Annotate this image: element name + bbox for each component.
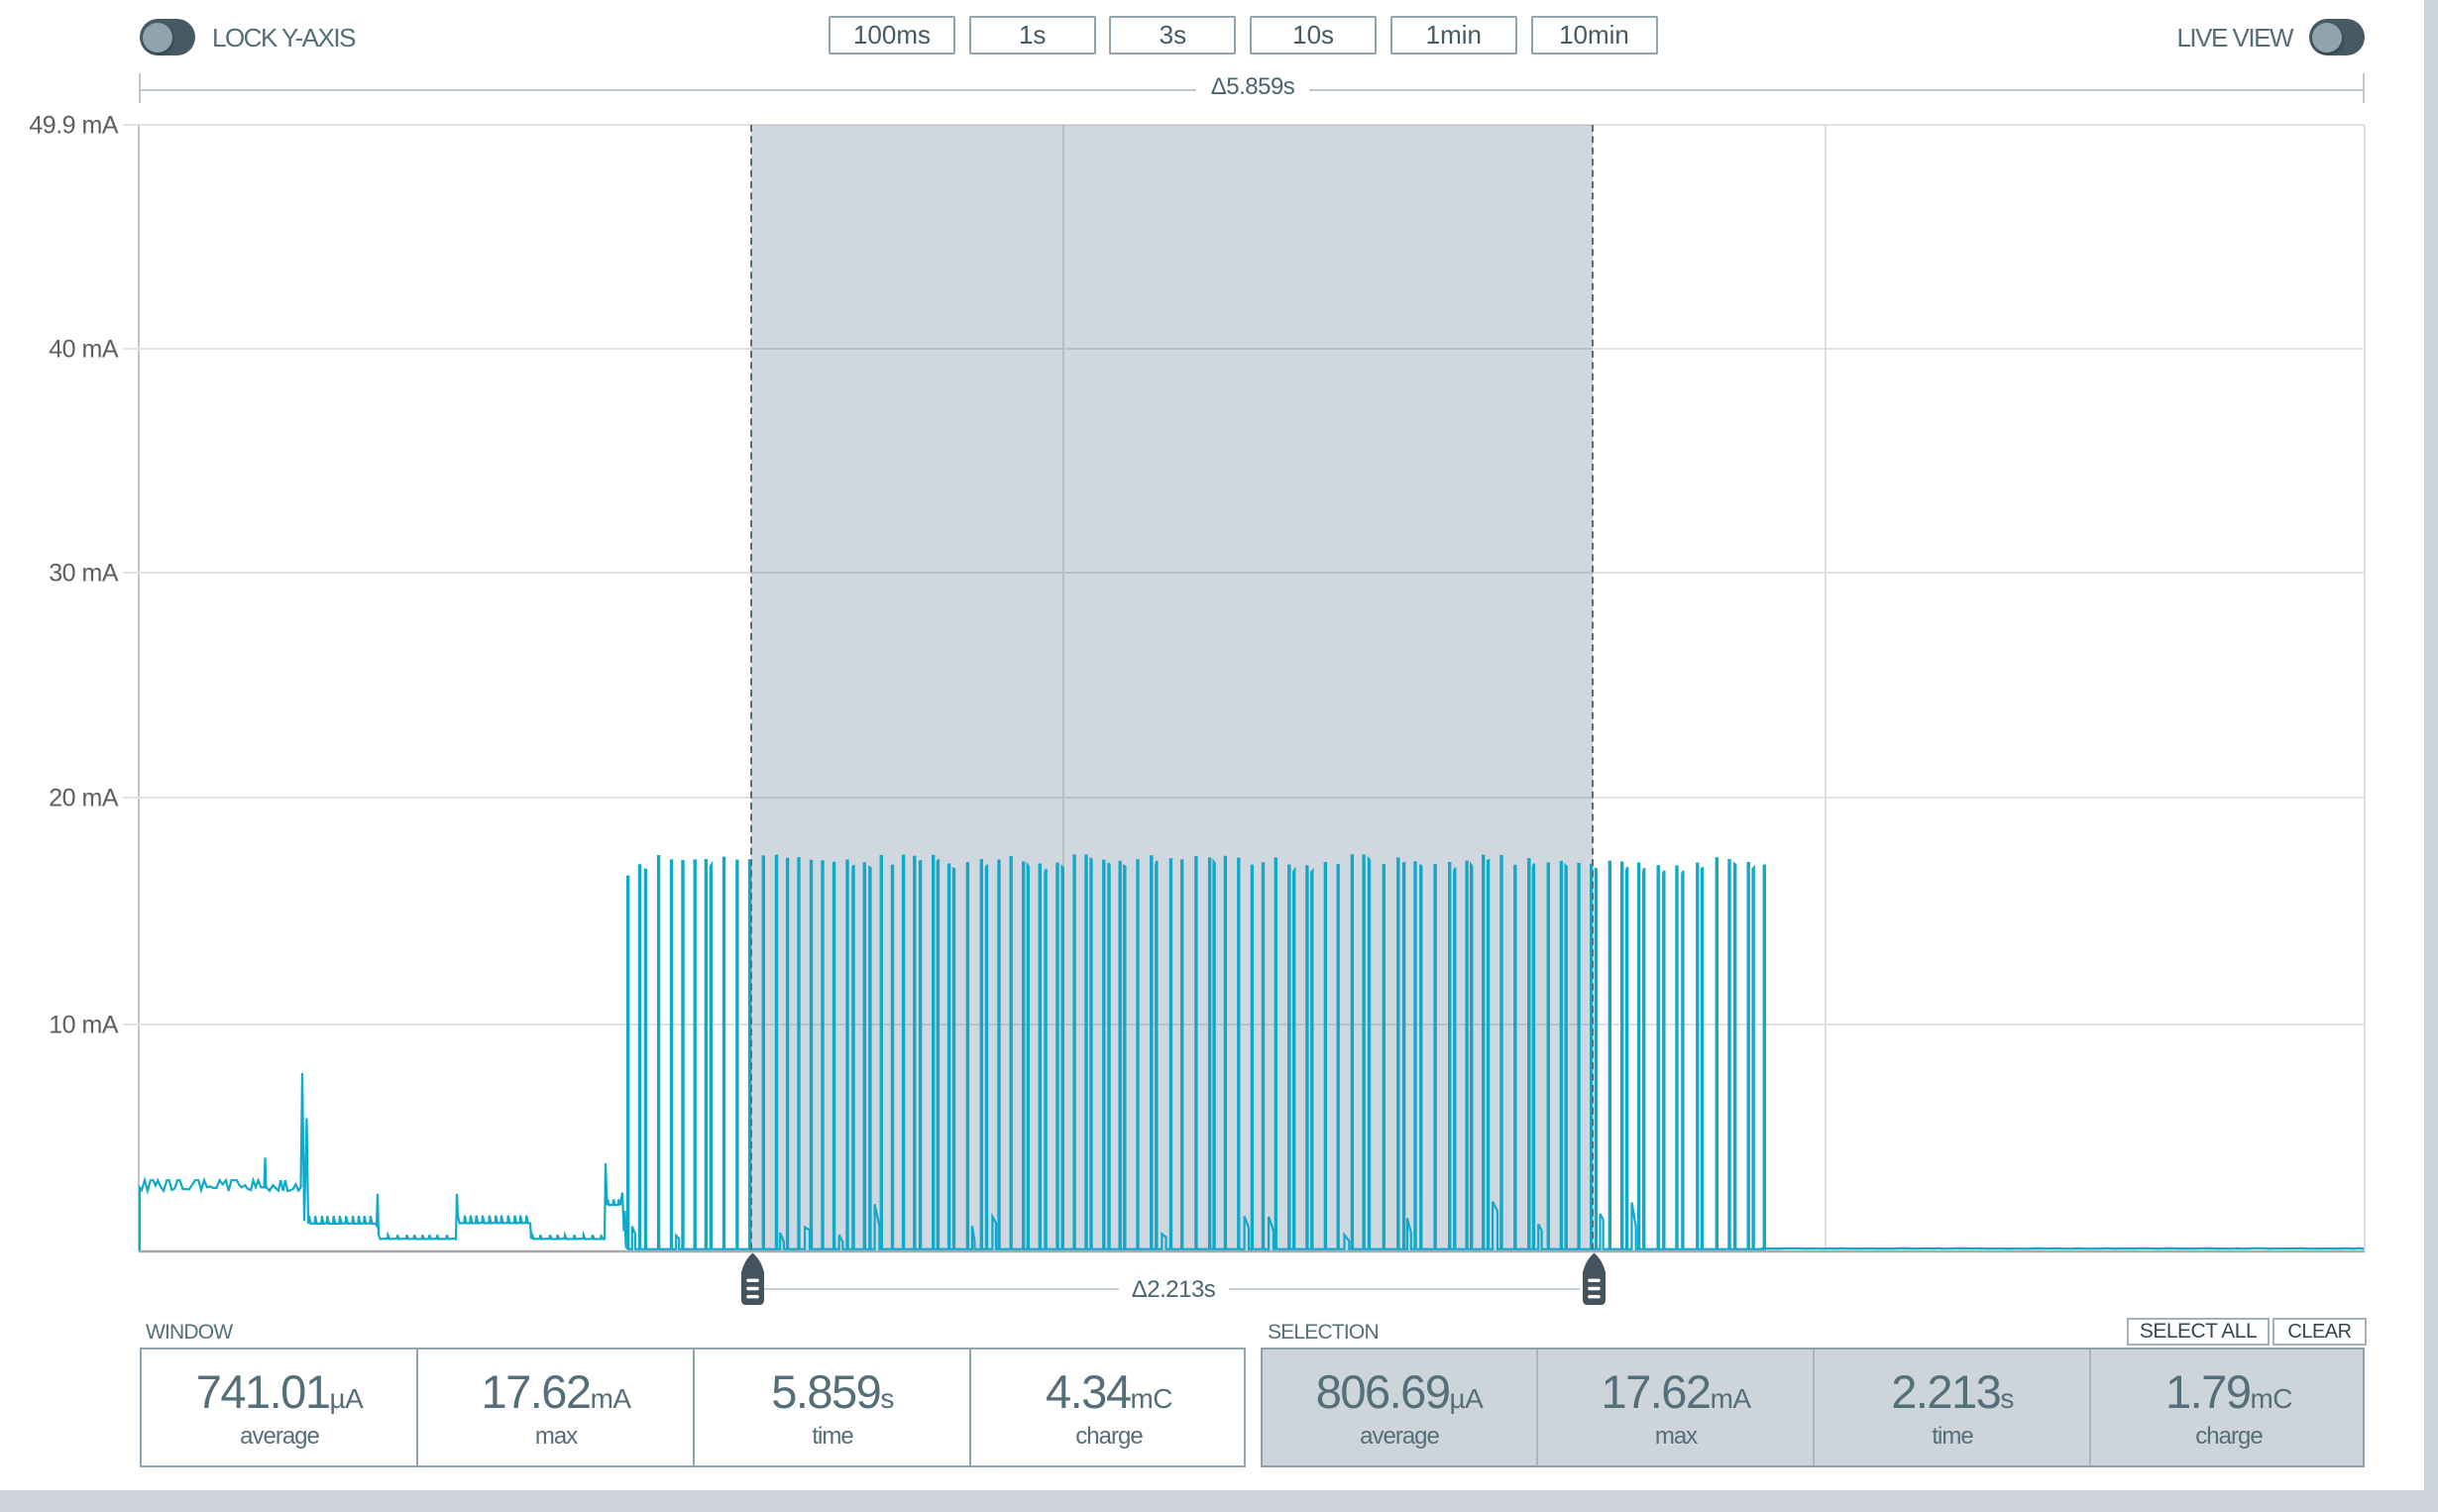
svg-text:40 mA: 40 mA [49,336,119,364]
svg-text:Δ2.213s: Δ2.213s [1132,1276,1216,1303]
svg-text:Δ5.859s: Δ5.859s [1211,73,1295,100]
svg-text:30 mA: 30 mA [49,560,119,588]
svg-text:49.9 mA: 49.9 mA [29,112,118,140]
svg-text:10 mA: 10 mA [49,1012,119,1039]
svg-text:20 mA: 20 mA [49,785,119,812]
